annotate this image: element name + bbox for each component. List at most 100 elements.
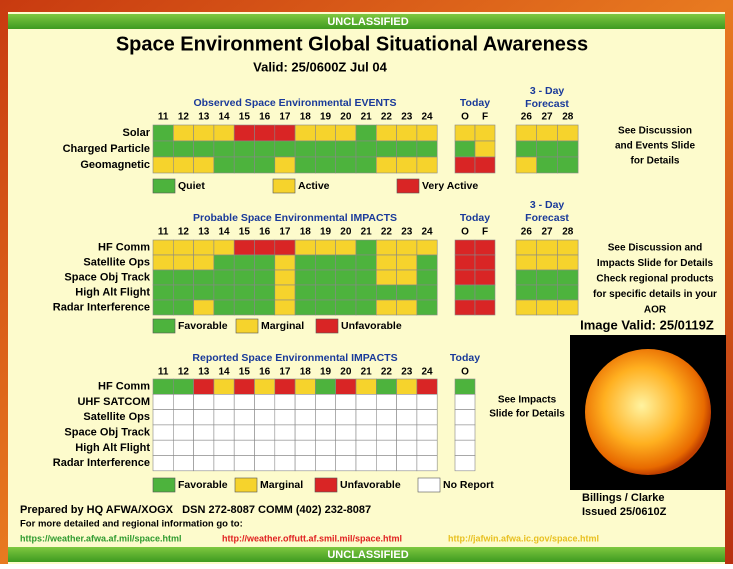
day-label: 15 bbox=[239, 367, 251, 378]
status-cell bbox=[336, 255, 356, 270]
day-label: 18 bbox=[300, 112, 312, 123]
legend-swatch bbox=[273, 179, 295, 193]
panel-title: Observed Space Environmental EVENTS bbox=[193, 97, 396, 109]
status-cell bbox=[397, 125, 417, 141]
status-cell bbox=[295, 125, 315, 141]
row-label: Solar bbox=[122, 127, 150, 139]
status-cell bbox=[194, 394, 214, 409]
legend-swatch bbox=[153, 478, 175, 492]
status-cell bbox=[153, 141, 173, 157]
status-cell bbox=[417, 270, 437, 285]
status-cell bbox=[315, 425, 335, 440]
status-cell bbox=[173, 255, 193, 270]
status-cell bbox=[455, 255, 475, 270]
status-cell bbox=[557, 141, 578, 157]
legend-swatch bbox=[235, 478, 257, 492]
row-label: HF Comm bbox=[98, 241, 150, 253]
status-cell bbox=[397, 240, 417, 255]
status-cell bbox=[234, 157, 254, 173]
link: http://weather.offutt.af.smil.mil/space.… bbox=[222, 533, 402, 543]
status-cell bbox=[255, 255, 275, 270]
day-label: 23 bbox=[401, 112, 413, 123]
status-cell bbox=[417, 456, 437, 471]
status-cell bbox=[557, 240, 578, 255]
status-cell bbox=[173, 157, 193, 173]
panel-title: Probable Space Environmental IMPACTS bbox=[193, 212, 397, 224]
status-cell bbox=[153, 394, 173, 409]
status-cell bbox=[376, 141, 396, 157]
status-cell bbox=[315, 300, 335, 315]
status-cell bbox=[234, 300, 254, 315]
status-cell bbox=[376, 300, 396, 315]
note: Impacts Slide for Details bbox=[597, 258, 714, 269]
status-cell bbox=[194, 141, 214, 157]
status-cell bbox=[214, 270, 234, 285]
status-cell bbox=[234, 410, 254, 425]
status-cell bbox=[173, 300, 193, 315]
status-cell bbox=[234, 255, 254, 270]
status-cell bbox=[557, 270, 578, 285]
status-cell bbox=[417, 300, 437, 315]
status-cell bbox=[537, 255, 558, 270]
today-label: Today bbox=[450, 352, 480, 364]
status-cell bbox=[376, 425, 396, 440]
status-cell bbox=[315, 125, 335, 141]
status-cell bbox=[153, 255, 173, 270]
status-cell bbox=[214, 141, 234, 157]
status-cell bbox=[295, 379, 315, 394]
image-credit: Billings / Clarke bbox=[582, 492, 665, 504]
status-cell bbox=[275, 141, 295, 157]
today-column: F bbox=[482, 112, 488, 123]
status-cell bbox=[455, 285, 475, 300]
sun-image bbox=[585, 349, 711, 475]
status-cell bbox=[397, 425, 417, 440]
status-cell bbox=[356, 141, 376, 157]
status-cell bbox=[214, 125, 234, 141]
legend-label: Active bbox=[298, 180, 330, 192]
status-cell bbox=[295, 255, 315, 270]
row-label: UHF SATCOM bbox=[77, 396, 150, 408]
status-cell bbox=[214, 240, 234, 255]
day-label: 23 bbox=[401, 227, 413, 238]
status-cell bbox=[417, 379, 437, 394]
status-cell bbox=[153, 125, 173, 141]
day-label: 24 bbox=[421, 112, 433, 123]
status-cell bbox=[275, 285, 295, 300]
day-label: 15 bbox=[239, 112, 251, 123]
status-cell bbox=[336, 125, 356, 141]
status-cell bbox=[356, 425, 376, 440]
status-cell bbox=[194, 379, 214, 394]
status-cell bbox=[153, 240, 173, 255]
day-label: 20 bbox=[340, 367, 352, 378]
day-label: 22 bbox=[381, 227, 393, 238]
status-cell bbox=[557, 300, 578, 315]
legend-label: No Report bbox=[443, 479, 494, 491]
status-cell bbox=[336, 157, 356, 173]
status-cell bbox=[475, 300, 495, 315]
status-cell bbox=[275, 240, 295, 255]
status-cell bbox=[295, 240, 315, 255]
status-cell bbox=[356, 125, 376, 141]
forecast-day: 26 bbox=[521, 112, 533, 123]
status-cell bbox=[255, 440, 275, 455]
forecast-day: 27 bbox=[541, 112, 553, 123]
status-cell bbox=[234, 456, 254, 471]
status-cell bbox=[295, 425, 315, 440]
status-cell bbox=[376, 285, 396, 300]
status-cell bbox=[376, 394, 396, 409]
status-cell bbox=[356, 270, 376, 285]
status-cell bbox=[336, 141, 356, 157]
status-cell bbox=[194, 456, 214, 471]
image-valid: Image Valid: 25/0119Z bbox=[580, 317, 714, 332]
link: http://jafwin.afwa.ic.gov/space.html bbox=[448, 533, 599, 543]
status-cell bbox=[336, 394, 356, 409]
status-cell bbox=[376, 456, 396, 471]
status-cell bbox=[295, 285, 315, 300]
day-label: 21 bbox=[361, 112, 373, 123]
status-cell bbox=[417, 157, 437, 173]
status-cell bbox=[315, 141, 335, 157]
status-cell bbox=[516, 285, 537, 300]
status-cell bbox=[376, 125, 396, 141]
status-cell bbox=[275, 270, 295, 285]
today-column: O bbox=[461, 112, 469, 123]
